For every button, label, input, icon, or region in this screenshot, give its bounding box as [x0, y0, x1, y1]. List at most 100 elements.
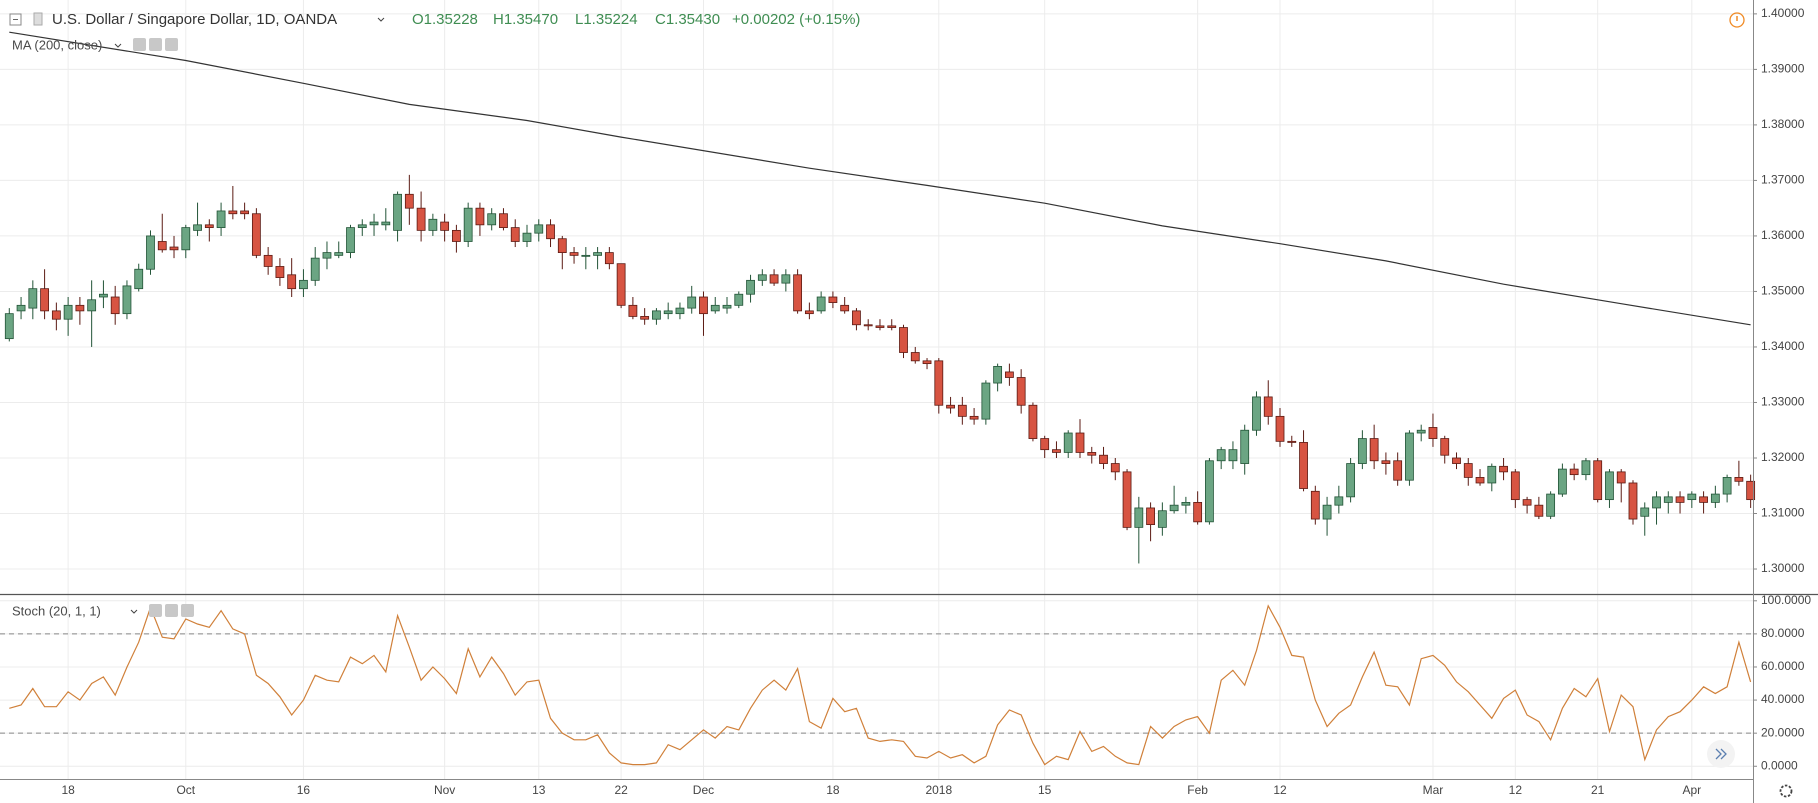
candle-body	[1310, 490, 1320, 520]
change-label: +0.00202 (+0.15%)	[732, 11, 860, 28]
candle-body	[887, 325, 897, 328]
candle-body	[1510, 471, 1520, 501]
x-tick-label: 18	[826, 783, 840, 797]
candle-body	[1640, 507, 1650, 517]
x-tick-label: 18	[61, 783, 75, 797]
ohlc-label: H1.35470	[493, 11, 558, 28]
candle-body	[369, 221, 379, 226]
candle-body	[1110, 463, 1120, 473]
candle-body	[99, 293, 108, 298]
candle-body	[652, 310, 661, 320]
alert-icon[interactable]	[1729, 12, 1745, 28]
indicator-button[interactable]	[165, 604, 178, 617]
candle-body	[1581, 460, 1591, 476]
candle-body	[357, 224, 367, 229]
candle-body	[663, 310, 673, 315]
chevron	[114, 43, 122, 48]
candle-body	[122, 285, 132, 315]
candle-body	[934, 360, 944, 406]
candle-body	[428, 218, 438, 231]
indicator-button[interactable]	[149, 604, 162, 617]
stoch-legend[interactable]: Stoch (20, 1, 1)	[12, 603, 101, 618]
candle-body	[1534, 504, 1544, 517]
candle-body	[193, 224, 202, 231]
y-tick-label: 1.36000	[1761, 228, 1805, 242]
candle-body	[510, 227, 520, 242]
candle-body	[110, 296, 120, 315]
candle-body	[1475, 477, 1485, 484]
chart-title[interactable]: U.S. Dollar / Singapore Dollar, 1D, OAND…	[52, 11, 337, 28]
candle-body	[1169, 504, 1179, 512]
x-tick-label: 21	[1591, 783, 1605, 797]
candle-body	[1463, 463, 1473, 478]
candle-body	[993, 365, 1003, 384]
y-tick-label: 100.0000	[1761, 593, 1811, 607]
candle-body	[240, 210, 250, 215]
candle-body	[1628, 482, 1638, 520]
indicator-button[interactable]	[133, 38, 146, 51]
candle-body	[1675, 496, 1685, 503]
candle-body	[475, 207, 485, 226]
candle-body	[1181, 502, 1191, 506]
series-line	[9, 31, 1751, 326]
candle-body	[1746, 480, 1756, 501]
candle-body	[1593, 460, 1603, 501]
candle-body	[946, 404, 955, 409]
candle-body	[28, 288, 38, 309]
candle-body	[1522, 499, 1532, 506]
candle-body	[828, 296, 838, 303]
x-tick-label: Feb	[1187, 783, 1208, 797]
candle-body	[381, 221, 391, 226]
candle-body	[346, 227, 355, 253]
candle-body	[1216, 449, 1226, 462]
candle-body	[310, 257, 320, 281]
candle-body	[1275, 415, 1285, 442]
candle-body	[416, 207, 426, 231]
candle-body	[40, 288, 49, 312]
candle-body	[299, 279, 308, 290]
candle-body	[1287, 440, 1297, 443]
candle-body	[1452, 457, 1461, 464]
ma-legend[interactable]: MA (200, close)	[12, 37, 102, 52]
candle-body	[863, 324, 873, 327]
candle-body	[1157, 510, 1167, 528]
y-tick-label: 1.33000	[1761, 395, 1805, 409]
candle-body	[581, 254, 591, 257]
y-tick-label: 1.34000	[1761, 339, 1805, 353]
candle-body	[1699, 496, 1708, 503]
candle-body	[228, 210, 238, 215]
candle-body	[169, 246, 179, 251]
candle-body	[1193, 502, 1203, 523]
candle-body	[487, 213, 497, 226]
candle-body	[1652, 496, 1661, 509]
symbol-icon	[33, 12, 43, 26]
candle-body	[1228, 449, 1238, 462]
candle-body	[1346, 463, 1356, 498]
x-tick-label: Apr	[1682, 783, 1701, 797]
candle-body	[322, 252, 332, 259]
candle-body	[4, 313, 14, 340]
indicator-button[interactable]	[181, 604, 194, 617]
candle-body	[616, 263, 626, 306]
candle-body	[852, 310, 861, 326]
candle-body	[451, 229, 461, 242]
settings-button[interactable]	[1779, 784, 1793, 798]
candle-body	[1440, 438, 1450, 456]
candle-body	[769, 274, 779, 284]
ohlc-label: C1.35430	[655, 11, 720, 28]
candle-body	[546, 224, 555, 240]
indicator-button[interactable]	[165, 38, 178, 51]
indicator-button[interactable]	[149, 38, 162, 51]
candle-body	[534, 224, 544, 234]
candle-body	[157, 241, 167, 251]
candle-body	[251, 213, 261, 256]
candle-body	[216, 210, 226, 229]
candle-body	[1605, 471, 1614, 501]
y-tick-label: 1.31000	[1761, 506, 1805, 520]
candle-body	[146, 235, 155, 270]
candle-body	[1393, 460, 1403, 481]
x-tick-label: Mar	[1423, 783, 1444, 797]
y-tick-label: 1.30000	[1761, 561, 1805, 575]
candle-body	[922, 360, 932, 365]
